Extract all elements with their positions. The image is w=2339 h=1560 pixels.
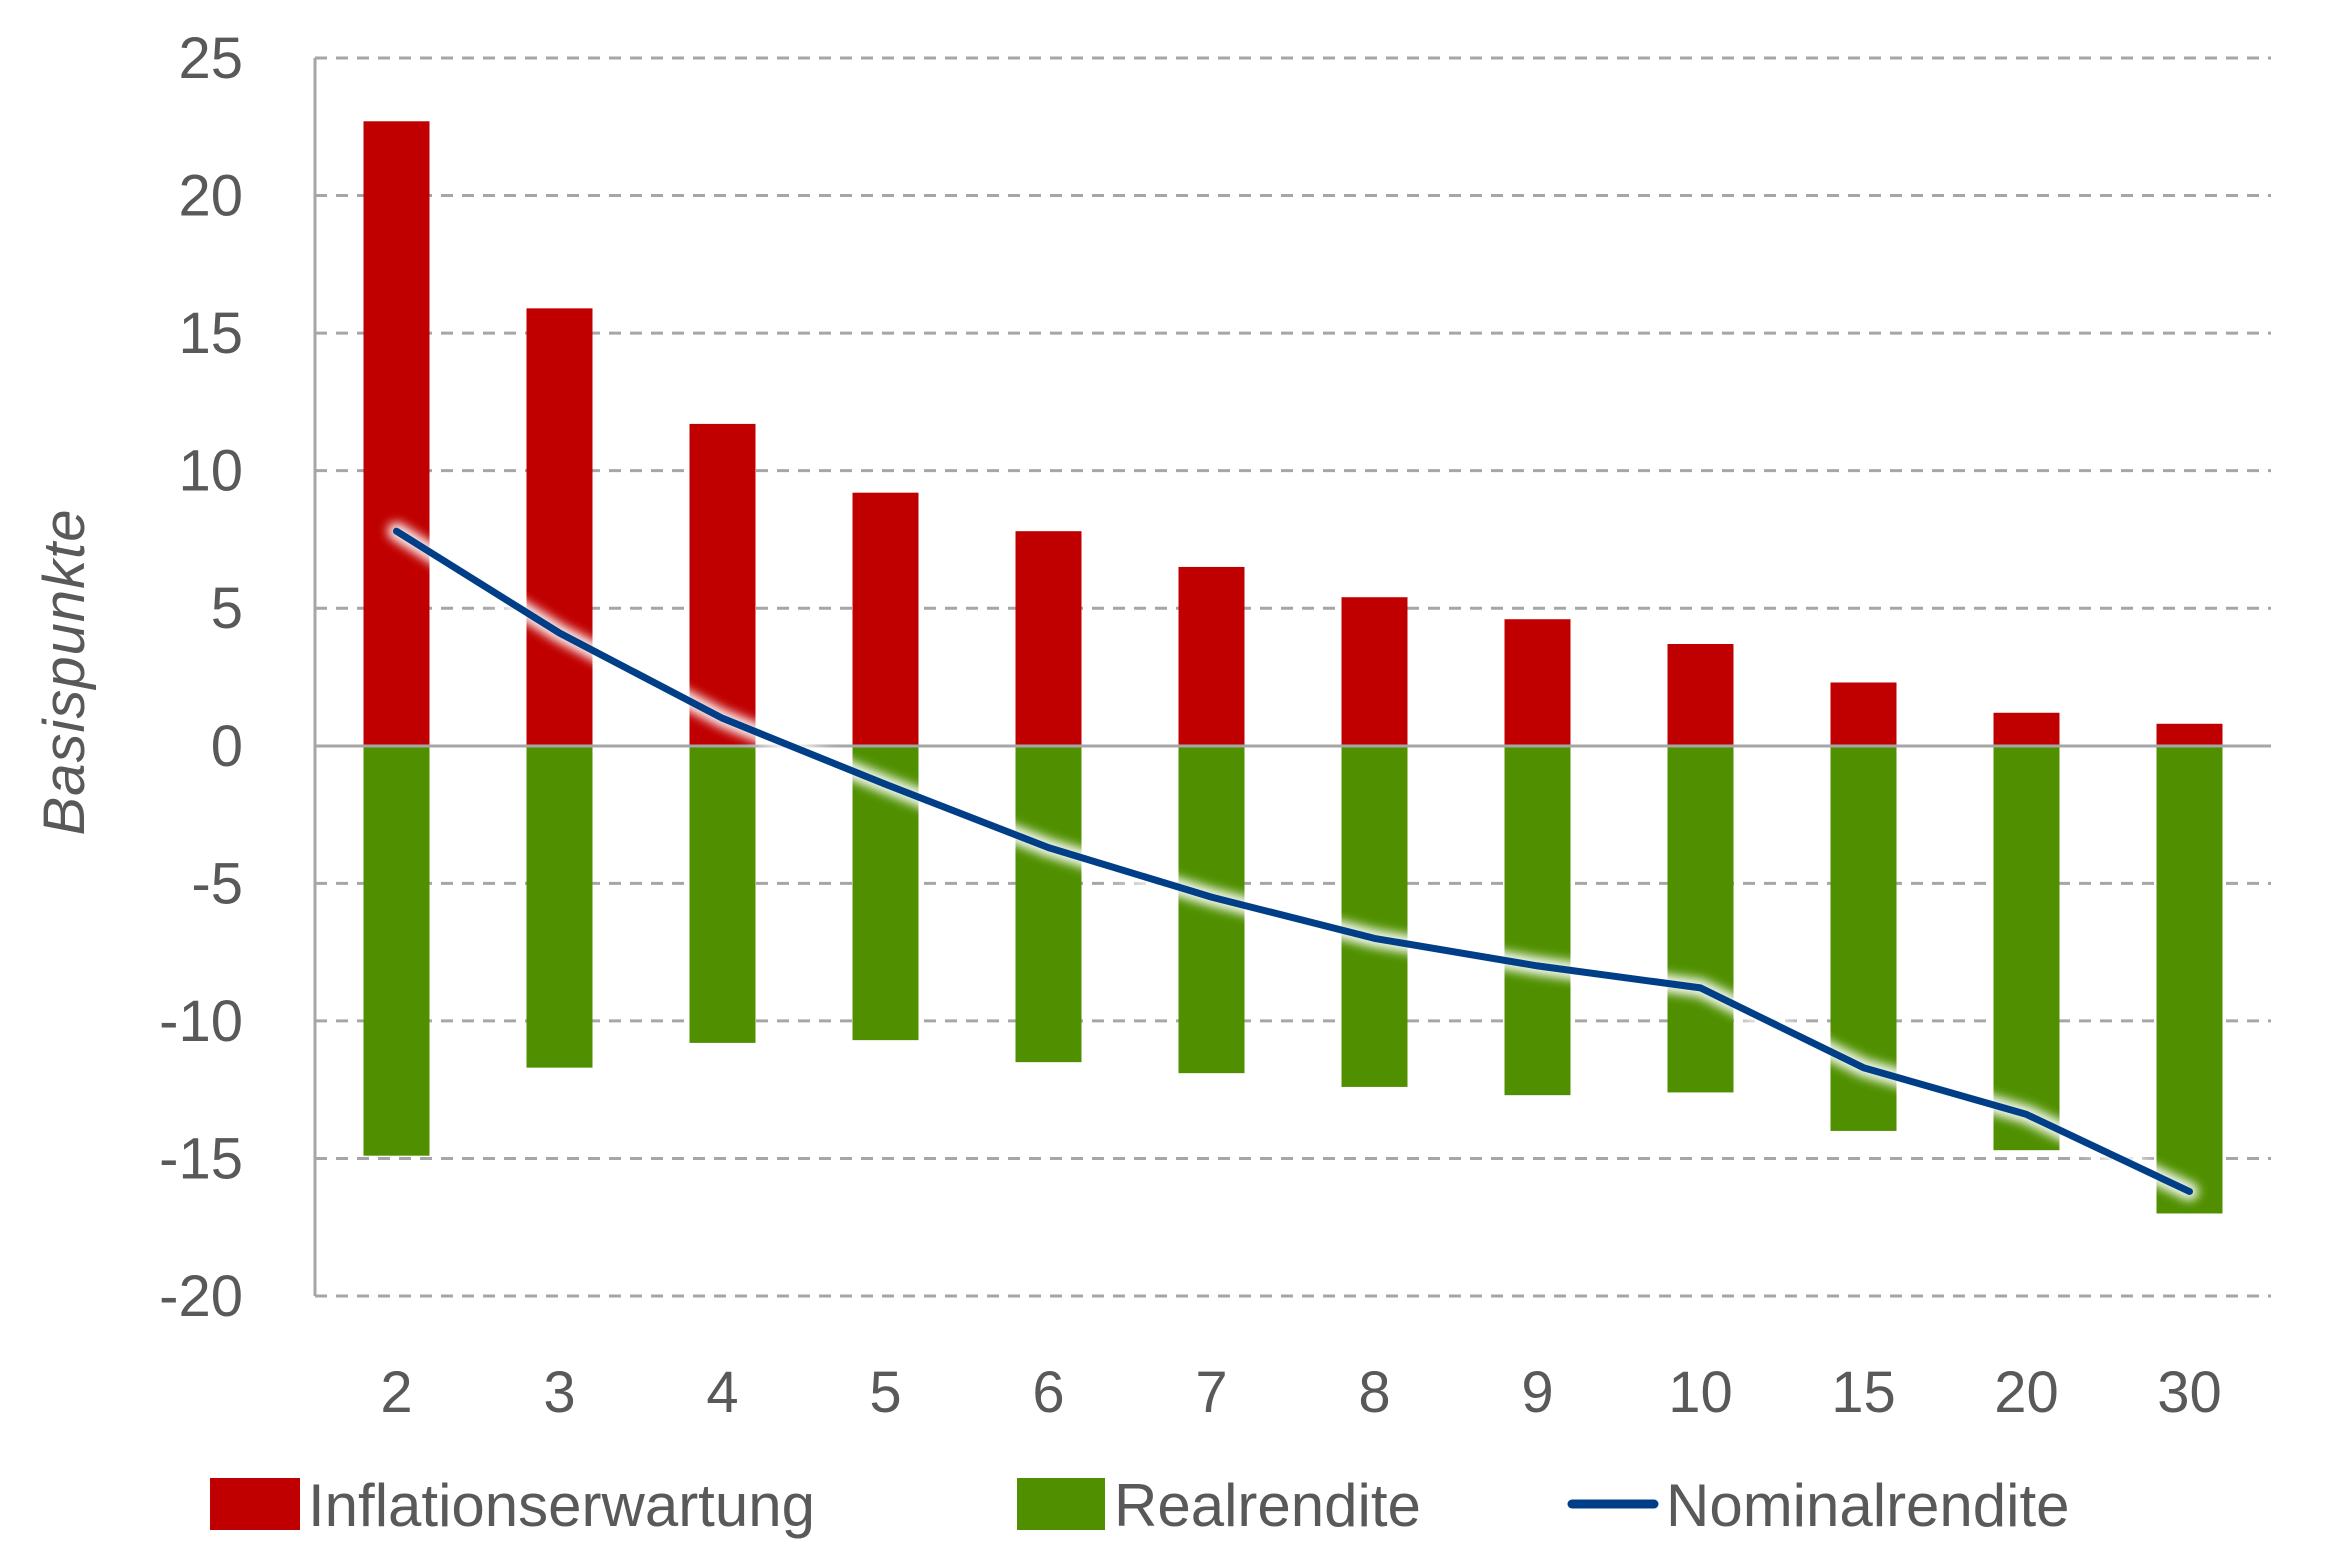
bar-inflationserwartung-30: [2156, 723, 2223, 746]
legend-swatch-red: [210, 1478, 300, 1530]
bar-realrendite-2: [363, 745, 430, 1156]
line-glow: [387, 522, 2199, 1201]
x-tick-label: 4: [706, 1360, 738, 1425]
gridlines: [315, 56, 2271, 1298]
y-tick-label: -15: [159, 1126, 243, 1191]
x-tick-label: 30: [2157, 1360, 2222, 1425]
bar-realrendite-20: [1993, 745, 2060, 1151]
bar-inflationserwartung-7: [1178, 566, 1245, 746]
legend-label: Realrendite: [1114, 1472, 1421, 1539]
x-tick-label: 8: [1358, 1360, 1390, 1425]
x-axis-ticks: 2 3 4 5 6 7 8 9 10 15 20 30: [380, 1360, 2221, 1425]
bar-inflationserwartung-5: [852, 492, 919, 746]
x-tick-label: 7: [1195, 1360, 1227, 1425]
y-axis-title: Basispunkte: [32, 509, 97, 836]
bar-realrendite-6: [1015, 745, 1082, 1063]
x-tick-label: 9: [1521, 1360, 1553, 1425]
x-tick-label: 3: [543, 1360, 575, 1425]
legend-item-nominalrendite: Nominalrendite: [1567, 1472, 2070, 1539]
legend-label: Inflationserwartung: [308, 1472, 815, 1539]
legend: Inflationserwartung Realrendite Nominalr…: [210, 1472, 2070, 1539]
x-tick-label: 5: [869, 1360, 901, 1425]
y-tick-label: 20: [178, 164, 243, 229]
bar-realrendite-10: [1667, 745, 1734, 1093]
nominalrendite-line: [387, 522, 2199, 1201]
y-tick-label: 0: [211, 714, 243, 779]
legend-swatch-green: [1017, 1478, 1105, 1530]
bar-realrendite-3: [526, 745, 593, 1068]
bar-realrendite-9: [1504, 745, 1571, 1096]
y-tick-label: 5: [211, 576, 243, 641]
y-tick-label: -10: [159, 989, 243, 1054]
bar-realrendite-30: [2156, 745, 2223, 1214]
bar-inflationserwartung-10: [1667, 643, 1734, 746]
bar-realrendite-4: [689, 745, 756, 1043]
bar-inflationserwartung-8: [1341, 597, 1408, 746]
y-tick-label: -5: [191, 851, 243, 916]
bar-inflationserwartung-6: [1015, 531, 1082, 746]
bar-inflationserwartung-20: [1993, 712, 2060, 746]
x-tick-label: 6: [1032, 1360, 1064, 1425]
line-nominalrendite: [393, 527, 2193, 1195]
bar-inflationserwartung-15: [1830, 682, 1897, 746]
bars: [363, 121, 2223, 1214]
y-tick-label: 10: [178, 439, 243, 504]
x-tick-label: 10: [1668, 1360, 1733, 1425]
legend-item-realrendite: Realrendite: [1017, 1472, 1421, 1539]
y-tick-label: -20: [159, 1264, 243, 1329]
x-tick-label: 2: [380, 1360, 412, 1425]
bar-inflationserwartung-9: [1504, 619, 1571, 746]
bar-inflationserwartung-3: [526, 308, 593, 746]
y-tick-label: 15: [178, 301, 243, 366]
y-tick-label: 25: [178, 26, 243, 91]
x-tick-label: 20: [1994, 1360, 2059, 1425]
x-tick-label: 15: [1831, 1360, 1896, 1425]
bar-inflationserwartung-4: [689, 423, 756, 746]
bar-realrendite-8: [1341, 745, 1408, 1087]
bar-inflationserwartung-2: [363, 121, 430, 746]
legend-label: Nominalrendite: [1666, 1472, 2070, 1539]
legend-item-inflationserwartung: Inflationserwartung: [210, 1472, 815, 1539]
y-axis-ticks: 25 20 15 10 5 0 -5 -10 -15 -20: [159, 26, 243, 1329]
